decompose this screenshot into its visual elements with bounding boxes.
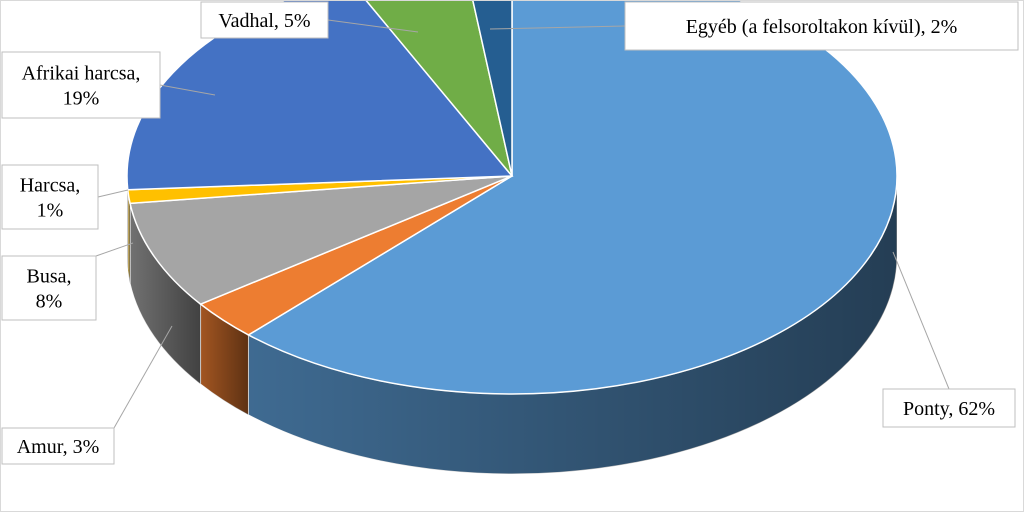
leader-lines bbox=[95, 19, 950, 429]
leader-line-ponty bbox=[892, 251, 950, 390]
slice-afrikai-harcsa bbox=[126, 0, 514, 191]
slice-side-shade-busa bbox=[130, 203, 201, 385]
slice-side-shade-afrikai-harcsa bbox=[127, 176, 128, 270]
data-label-vadhal: Vadhal, 5% bbox=[218, 10, 310, 32]
data-label-box-egyeb-a-felsoroltakon-kivul bbox=[624, 1, 1019, 51]
data-labels: Ponty, 62% Amur, 3% Busa, 8% Harcsa, 1% Afrika… bbox=[1, 1, 1019, 465]
leader-line-afrikai-harcsa bbox=[159, 84, 216, 96]
leader-line-amur bbox=[113, 325, 173, 429]
pie-slices bbox=[126, 0, 898, 395]
data-label-afrikai-harcsa: Afrikai harcsa, 19% bbox=[22, 63, 141, 110]
data-label-box-ponty bbox=[882, 388, 1016, 428]
slice-side-shade-harcsa bbox=[127, 189, 131, 284]
slice-vadhal bbox=[364, 0, 513, 177]
pie-sides bbox=[126, 175, 898, 475]
data-label-box-harcsa bbox=[1, 164, 99, 230]
leader-line-harcsa bbox=[97, 189, 129, 198]
data-label-amur: Amur, 3% bbox=[17, 436, 100, 458]
slice-side-shade-amur bbox=[200, 304, 249, 415]
data-label-ponty: Ponty, 62% bbox=[903, 398, 995, 420]
leader-line-egyeb-a-felsoroltakon-kivul bbox=[489, 25, 626, 30]
data-label-egyeb-a-felsoroltakon-kivul: Egyéb (a felsoroltakon kívül), 2% bbox=[686, 16, 958, 38]
slice-busa bbox=[129, 175, 513, 305]
data-label-box-afrikai-harcsa bbox=[1, 51, 161, 119]
slice-egyeb-a-felsoroltakon-kivul bbox=[471, 0, 513, 177]
leader-line-vadhal bbox=[327, 19, 419, 33]
slice-ponty bbox=[246, 0, 898, 395]
slice-side-shade-ponty bbox=[248, 176, 898, 474]
data-label-box-vadhal bbox=[200, 1, 329, 39]
data-label-box-amur bbox=[1, 427, 115, 465]
data-label-box-busa bbox=[1, 255, 97, 321]
data-label-busa: Busa, 8% bbox=[27, 266, 72, 313]
leader-line-busa bbox=[95, 242, 134, 257]
data-label-harcsa: Harcsa, 1% bbox=[20, 175, 81, 222]
